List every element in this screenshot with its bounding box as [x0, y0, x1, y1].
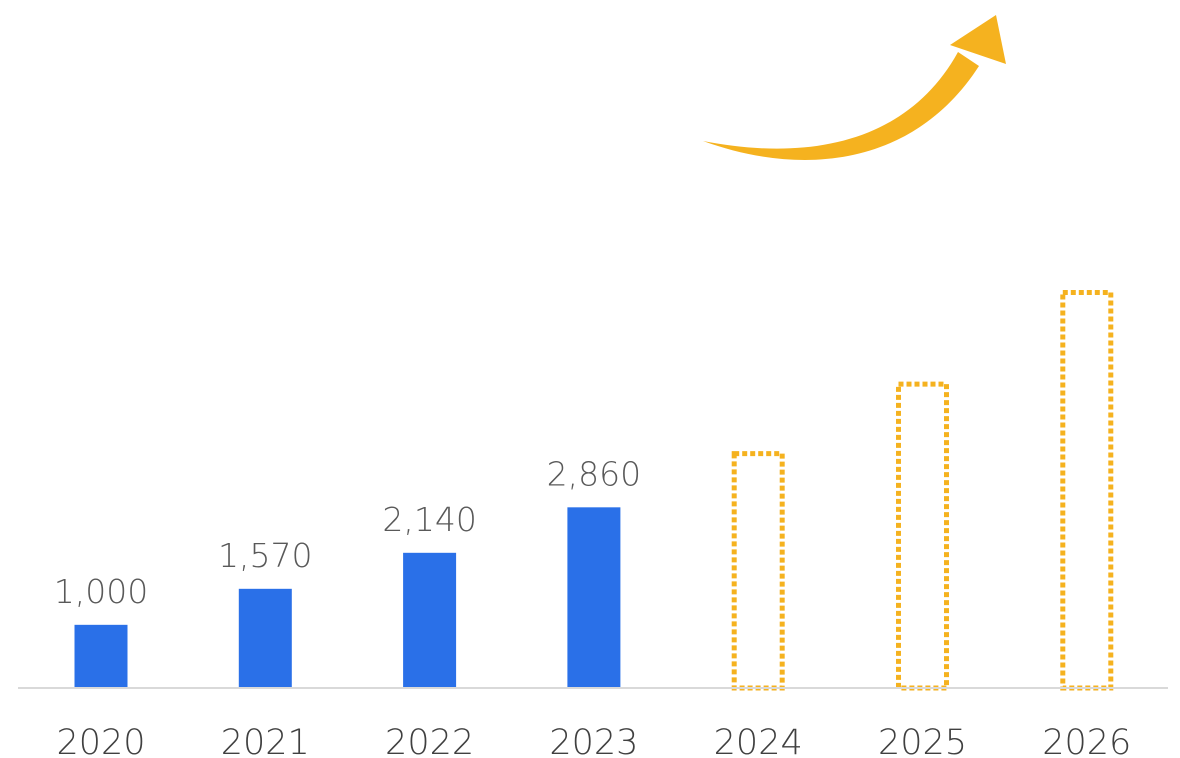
bar-2020 — [74, 624, 128, 688]
projected-bar-2024 — [731, 451, 785, 691]
bar-2023 — [567, 507, 621, 688]
tick-label-2026: 2026 — [1042, 723, 1131, 758]
data-labels: 1,000 1,570 2,140 2,860 — [54, 454, 641, 611]
tick-label-2021: 2021 — [221, 723, 310, 758]
growth-arrow-body — [703, 52, 979, 161]
x-axis-tick-labels: 2020 2021 2022 2023 2024 2025 2026 — [56, 723, 1131, 758]
data-label-2021: 1,570 — [218, 536, 312, 575]
data-label-2023: 2,860 — [547, 454, 641, 493]
projected-bar-2026 — [1060, 290, 1114, 691]
data-label-2022: 2,140 — [382, 500, 476, 539]
tick-label-2025: 2025 — [878, 723, 967, 758]
tick-label-2023: 2023 — [549, 723, 638, 758]
growth-arrow-head — [950, 15, 1006, 64]
tick-label-2022: 2022 — [385, 723, 474, 758]
growth-arrow-annotation — [703, 15, 1006, 161]
bar-2022 — [403, 552, 457, 688]
data-label-2020: 1,000 — [54, 572, 148, 611]
tick-label-2020: 2020 — [56, 723, 145, 758]
tick-label-2024: 2024 — [714, 723, 803, 758]
projected-bar-2025 — [896, 381, 949, 691]
bar-2021 — [238, 588, 292, 688]
